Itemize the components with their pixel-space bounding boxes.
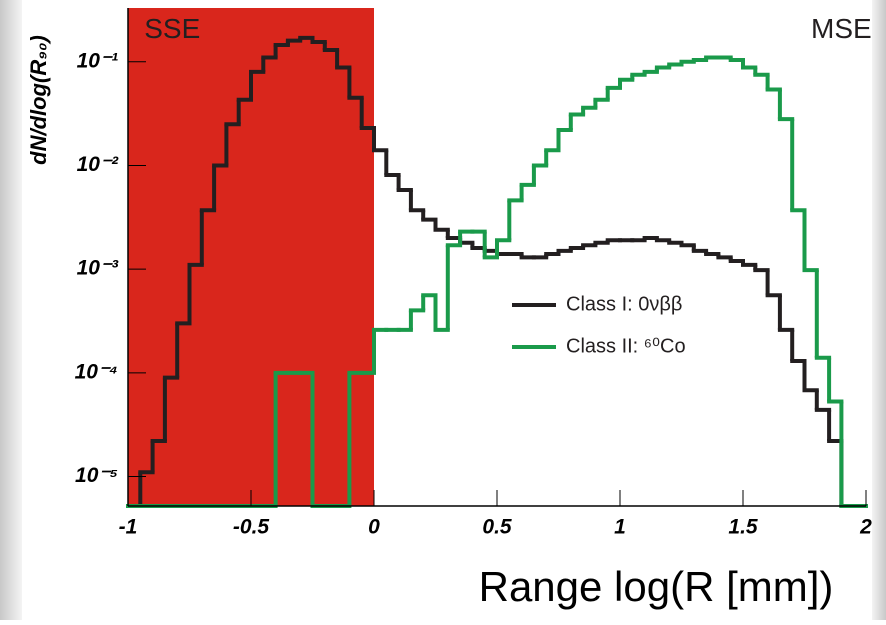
annotation: SSE bbox=[144, 13, 200, 44]
annotation: MSE bbox=[811, 13, 872, 44]
x-axis-title: Range log(R [mm]) bbox=[479, 563, 834, 610]
x-tick-label: 0.5 bbox=[482, 516, 512, 539]
x-tick-label: -1 bbox=[119, 516, 138, 539]
x-tick-label: 2 bbox=[859, 516, 872, 539]
y-tick-label: 10⁻⁴ bbox=[75, 360, 118, 383]
frame-right bbox=[872, 0, 886, 620]
frame-left bbox=[0, 0, 22, 620]
x-tick-label: 1 bbox=[614, 516, 626, 539]
y-axis-title: dN/dlog(R₉₀) bbox=[26, 35, 51, 165]
y-tick-label: 10⁻⁵ bbox=[75, 464, 118, 487]
x-tick-label: 1.5 bbox=[728, 516, 758, 539]
y-tick-label: 10⁻¹ bbox=[77, 49, 118, 72]
x-tick-label: -0.5 bbox=[233, 516, 270, 539]
legend-label: Class I: 0νββ bbox=[566, 293, 682, 315]
plot: SSE MSE 10⁻⁵ 10⁻⁴ 10⁻³ 10⁻² 10⁻¹ -1 -0.5 0 0.5 1 1.5… bbox=[75, 8, 872, 539]
legend-label: Class II: ⁶⁰Co bbox=[566, 335, 686, 357]
y-tick-label: 10⁻² bbox=[77, 153, 119, 176]
y-tick-label: 10⁻³ bbox=[77, 257, 119, 280]
x-tick-label: 0 bbox=[368, 516, 380, 539]
